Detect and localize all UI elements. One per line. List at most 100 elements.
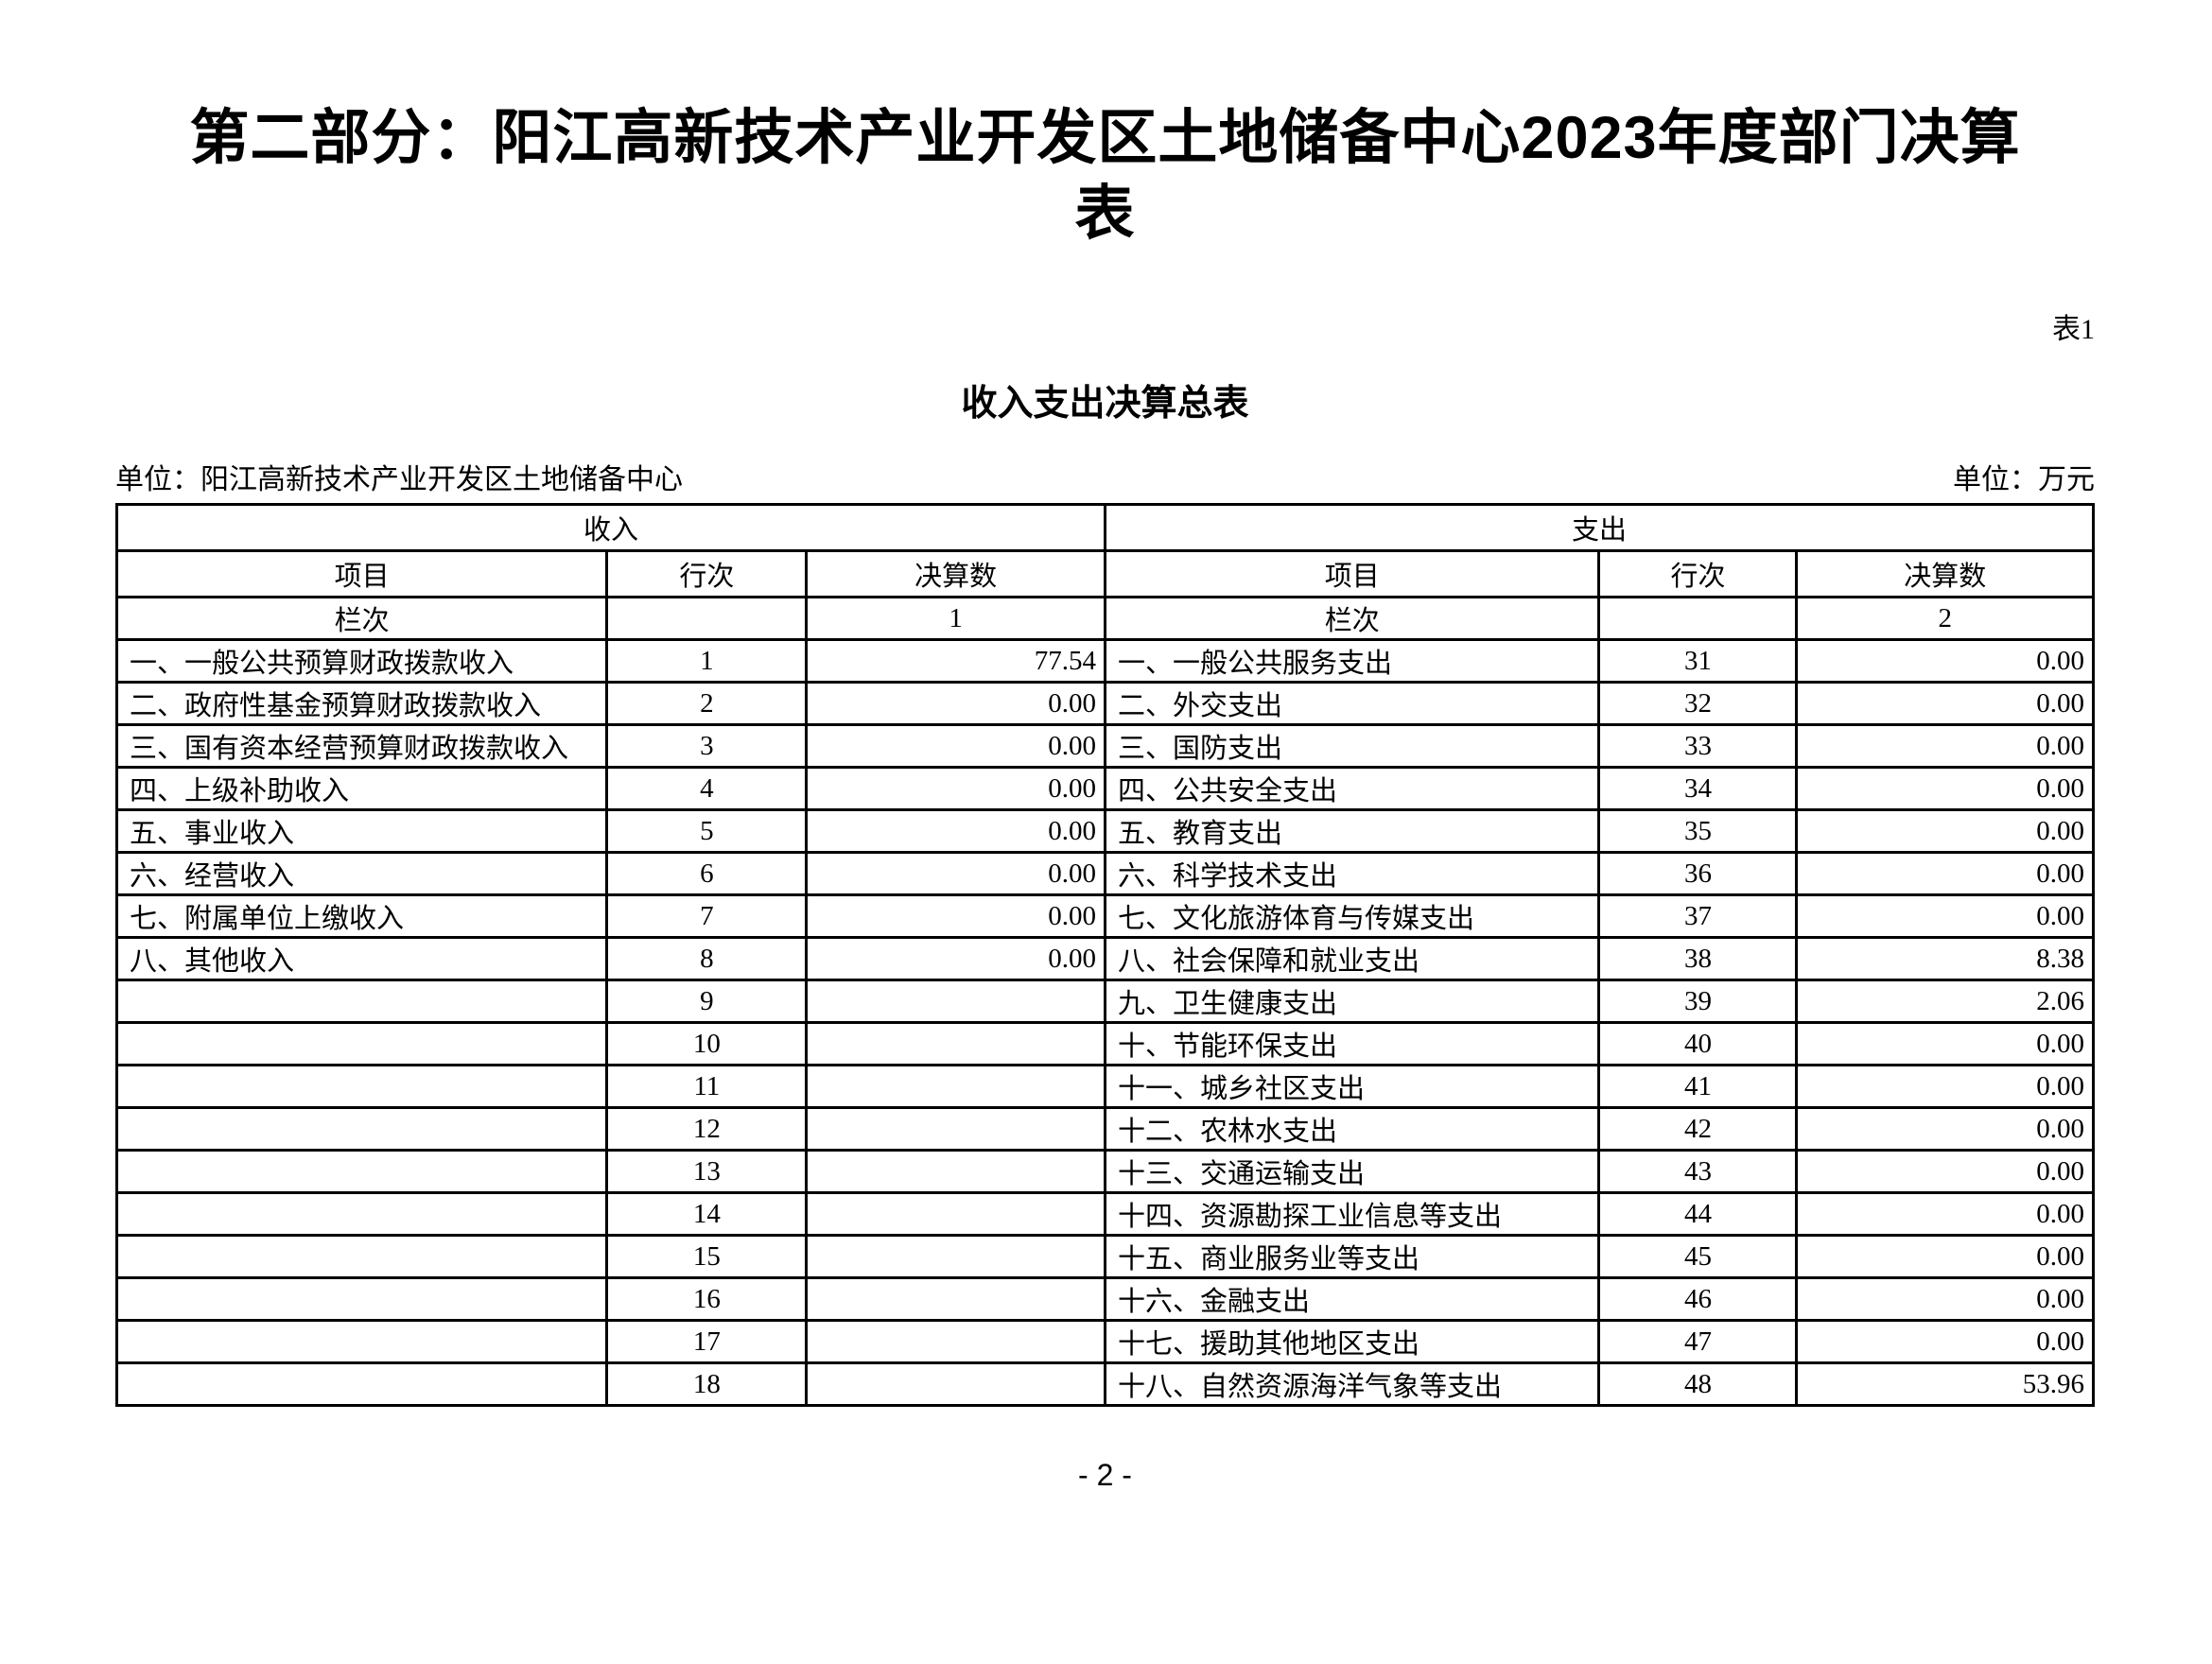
income-amount-cell: 0.00 (805, 766, 1106, 811)
expenditure-amount-cell: 0.00 (1795, 1191, 2095, 1237)
income-item-cell: 五、事业收入 (114, 808, 609, 854)
table-row: 9 九、卫生健康支出 39 2.06 (114, 979, 2095, 1024)
income-line-cell: 2 (605, 681, 809, 726)
income-amount-cell (805, 1106, 1106, 1152)
expenditure-amount-cell: 0.00 (1795, 1319, 2095, 1364)
expenditure-item-cell: 十、节能环保支出 (1103, 1021, 1601, 1066)
income-line-cell: 7 (605, 893, 809, 939)
expenditure-line-cell: 40 (1597, 1021, 1799, 1066)
expenditure-lanci-value: 2 (1795, 596, 2095, 641)
table-row: 六、经营收入 6 0.00 六、科学技术支出 36 0.00 (114, 851, 2095, 896)
table-row: 13 十三、交通运输支出 43 0.00 (114, 1149, 2095, 1194)
table-row: 四、上级补助收入 4 0.00 四、公共安全支出 34 0.00 (114, 766, 2095, 811)
expenditure-line-cell: 41 (1597, 1064, 1799, 1109)
unit-name-label: 单位：阳江高新技术产业开发区土地储备中心 (115, 464, 683, 495)
expenditure-line-cell: 48 (1597, 1361, 1799, 1407)
income-item-cell (114, 979, 609, 1024)
income-amount-cell (805, 1191, 1106, 1237)
table-row: 17 十七、援助其他地区支出 47 0.00 (114, 1319, 2095, 1364)
income-line-cell: 17 (605, 1319, 809, 1364)
income-line-cell: 4 (605, 766, 809, 811)
income-item-cell: 二、政府性基金预算财政拨款收入 (114, 681, 609, 726)
income-item-cell: 七、附属单位上缴收入 (114, 893, 609, 939)
expenditure-line-cell: 47 (1597, 1319, 1799, 1364)
expenditure-amount-cell: 0.00 (1795, 851, 2095, 896)
income-item-cell (114, 1234, 609, 1279)
unit-currency-label: 单位：万元 (1953, 464, 2095, 495)
income-amount-cell (805, 1149, 1106, 1194)
expenditure-amount-cell: 0.00 (1795, 1021, 2095, 1066)
expenditure-amount-cell: 0.00 (1795, 1064, 2095, 1109)
expenditure-line-cell: 32 (1597, 681, 1799, 726)
income-item-cell (114, 1064, 609, 1109)
summary-table: 收入 支出 项目 行次 决算数 项目 行次 决算数 栏次 1 栏次 2 一、一般… (114, 503, 2096, 1407)
table-row: 二、政府性基金预算财政拨款收入 2 0.00 二、外交支出 32 0.00 (114, 681, 2095, 726)
expenditure-item-cell: 五、教育支出 (1103, 808, 1601, 854)
expenditure-item-cell: 十一、城乡社区支出 (1103, 1064, 1601, 1109)
expenditure-item-cell: 十四、资源勘探工业信息等支出 (1103, 1191, 1601, 1237)
expenditure-amount-cell: 53.96 (1795, 1361, 2095, 1407)
table-row: 七、附属单位上缴收入 7 0.00 七、文化旅游体育与传媒支出 37 0.00 (114, 893, 2095, 939)
expenditure-item-cell: 十二、农林水支出 (1103, 1106, 1601, 1152)
income-amount-cell: 0.00 (805, 681, 1106, 726)
expenditure-item-cell: 七、文化旅游体育与传媒支出 (1103, 893, 1601, 939)
income-item-cell (114, 1191, 609, 1237)
income-item-cell (114, 1276, 609, 1322)
table-subtitle: 收入支出决算总表 (961, 384, 1249, 424)
expenditure-item-cell: 十五、商业服务业等支出 (1103, 1234, 1601, 1279)
table-row: 11 十一、城乡社区支出 41 0.00 (114, 1064, 2095, 1109)
table-row: 10 十、节能环保支出 40 0.00 (114, 1021, 2095, 1066)
expenditure-item-cell: 一、一般公共服务支出 (1103, 638, 1601, 684)
expenditure-item-cell: 二、外交支出 (1103, 681, 1601, 726)
expenditure-line-cell: 39 (1597, 979, 1799, 1024)
income-item-cell: 六、经营收入 (114, 851, 609, 896)
expenditure-amount-cell: 0.00 (1795, 766, 2095, 811)
expenditure-amount-cell: 2.06 (1795, 979, 2095, 1024)
income-amount-cell: 0.00 (805, 936, 1106, 981)
table-row: 12 十二、农林水支出 42 0.00 (114, 1106, 2095, 1152)
income-item-cell (114, 1106, 609, 1152)
expenditure-col-amount: 决算数 (1795, 549, 2095, 598)
expenditure-line-cell: 46 (1597, 1276, 1799, 1322)
income-col-line: 行次 (605, 549, 809, 598)
income-item-cell: 四、上级补助收入 (114, 766, 609, 811)
section-header-row: 收入 支出 (115, 503, 2096, 552)
expenditure-item-cell: 四、公共安全支出 (1103, 766, 1601, 811)
table-body: 一、一般公共预算财政拨款收入 1 77.54 一、一般公共服务支出 31 0.00 二、政府… (114, 638, 2095, 1407)
income-line-cell: 16 (605, 1276, 809, 1322)
column-index-row: 栏次 1 栏次 2 (114, 596, 2095, 641)
income-amount-cell: 0.00 (805, 893, 1106, 939)
income-line-cell: 8 (605, 936, 809, 981)
expenditure-amount-cell: 0.00 (1795, 1276, 2095, 1322)
income-amount-cell (805, 1319, 1106, 1364)
expenditure-line-cell: 42 (1597, 1106, 1799, 1152)
table-row: 14 十四、资源勘探工业信息等支出 44 0.00 (114, 1191, 2095, 1237)
income-amount-cell (805, 1361, 1106, 1407)
expenditure-amount-cell: 0.00 (1795, 681, 2095, 726)
table-row: 八、其他收入 8 0.00 八、社会保障和就业支出 38 8.38 (114, 936, 2095, 981)
expenditure-lanci-label: 栏次 (1103, 596, 1601, 641)
income-amount-cell (805, 979, 1106, 1024)
income-lanci-value: 1 (805, 596, 1106, 641)
table-row: 18 十八、自然资源海洋气象等支出 48 53.96 (114, 1361, 2095, 1407)
expenditure-item-cell: 十七、援助其他地区支出 (1103, 1319, 1601, 1364)
income-amount-cell (805, 1276, 1106, 1322)
income-line-cell: 3 (605, 723, 809, 769)
expenditure-item-cell: 十六、金融支出 (1103, 1276, 1601, 1322)
column-header-row: 项目 行次 决算数 项目 行次 决算数 (114, 549, 2095, 598)
expenditure-line-cell: 43 (1597, 1149, 1799, 1194)
income-line-cell: 6 (605, 851, 809, 896)
income-amount-cell (805, 1021, 1106, 1066)
expenditure-item-cell: 三、国防支出 (1103, 723, 1601, 769)
income-item-cell (114, 1319, 609, 1364)
income-amount-cell: 77.54 (805, 638, 1106, 684)
expenditure-item-cell: 十八、自然资源海洋气象等支出 (1103, 1361, 1601, 1407)
income-item-cell: 一、一般公共预算财政拨款收入 (114, 638, 609, 684)
expenditure-amount-cell: 0.00 (1795, 1106, 2095, 1152)
income-line-cell: 10 (605, 1021, 809, 1066)
unit-row: 单位：阳江高新技术产业开发区土地储备中心 单位：万元 (115, 463, 2095, 497)
expenditure-line-cell: 33 (1597, 723, 1799, 769)
expenditure-amount-cell: 0.00 (1795, 638, 2095, 684)
income-amount-cell: 0.00 (805, 851, 1106, 896)
expenditure-item-cell: 六、科学技术支出 (1103, 851, 1601, 896)
